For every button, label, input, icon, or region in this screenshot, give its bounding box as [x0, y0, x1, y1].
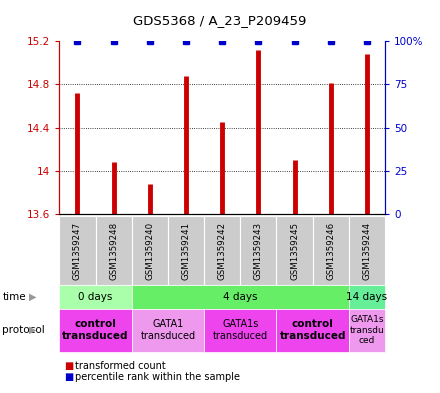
Text: GSM1359247: GSM1359247: [73, 222, 82, 279]
Text: transformed count: transformed count: [75, 361, 165, 371]
Text: percentile rank within the sample: percentile rank within the sample: [75, 372, 240, 382]
Text: GATA1s
transduced: GATA1s transduced: [213, 320, 268, 341]
Text: GSM1359245: GSM1359245: [290, 222, 299, 279]
Text: GSM1359241: GSM1359241: [182, 222, 191, 279]
Text: GSM1359242: GSM1359242: [218, 222, 227, 279]
Text: ■: ■: [64, 372, 73, 382]
Text: GSM1359246: GSM1359246: [326, 222, 335, 279]
Text: control
transduced: control transduced: [62, 320, 129, 341]
Text: protocol: protocol: [2, 325, 45, 335]
Text: ▶: ▶: [29, 292, 37, 302]
Text: GDS5368 / A_23_P209459: GDS5368 / A_23_P209459: [133, 14, 307, 27]
Text: GSM1359243: GSM1359243: [254, 222, 263, 279]
Text: GSM1359240: GSM1359240: [145, 222, 154, 279]
Text: GSM1359248: GSM1359248: [109, 222, 118, 279]
Text: 14 days: 14 days: [346, 292, 388, 302]
Text: GATA1
transduced: GATA1 transduced: [140, 320, 195, 341]
Text: GATA1s
transdu
ced: GATA1s transdu ced: [349, 315, 384, 345]
Text: time: time: [2, 292, 26, 302]
Text: 0 days: 0 days: [78, 292, 113, 302]
Text: ▶: ▶: [29, 325, 37, 335]
Text: GSM1359244: GSM1359244: [363, 222, 371, 279]
Text: control
transduced: control transduced: [279, 320, 346, 341]
Text: 4 days: 4 days: [223, 292, 257, 302]
Text: ■: ■: [64, 361, 73, 371]
